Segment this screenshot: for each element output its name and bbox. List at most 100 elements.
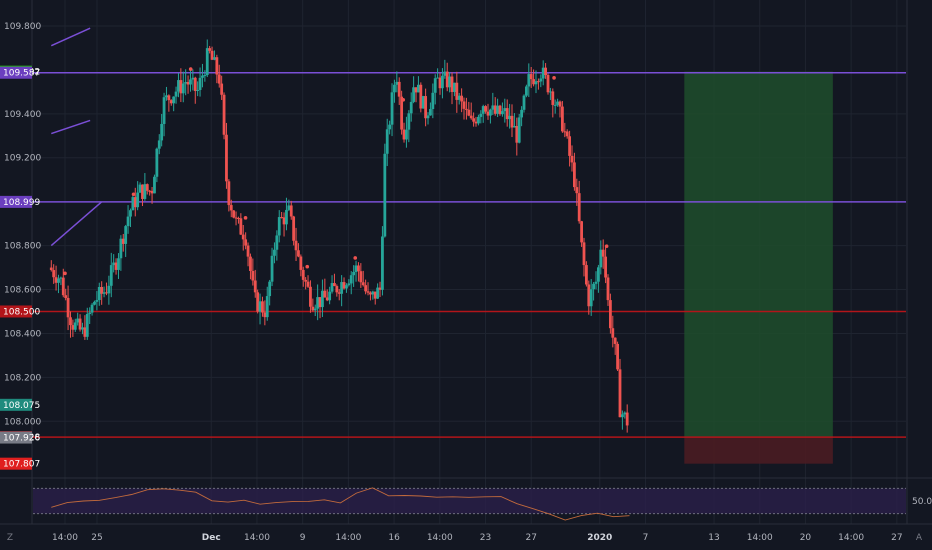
auto-scale-button[interactable]: A xyxy=(916,533,923,543)
candle-body-224 xyxy=(587,284,591,307)
candle-body-23 xyxy=(105,292,108,294)
candle-body-90 xyxy=(265,296,269,318)
candle-body-177 xyxy=(474,121,478,124)
candle-body-126 xyxy=(352,271,356,276)
candle-body-131 xyxy=(364,285,368,292)
candle-body-238 xyxy=(620,414,624,418)
candle-body-82 xyxy=(246,245,250,257)
candle-body-136 xyxy=(376,287,380,299)
candle-body-114 xyxy=(323,290,327,298)
candle-body-151 xyxy=(412,87,416,102)
candle-body-128 xyxy=(357,265,360,272)
candle-body-134 xyxy=(371,291,375,295)
candle-body-8 xyxy=(69,317,72,326)
candle-body-92 xyxy=(270,255,274,282)
candle-body-143 xyxy=(393,84,396,93)
candle-body-162 xyxy=(438,77,442,89)
trend-line-1[interactable] xyxy=(51,119,91,135)
candle-body-200 xyxy=(529,74,533,80)
candle-body-201 xyxy=(532,79,536,85)
candle-body-16 xyxy=(88,312,92,314)
candle-body-99 xyxy=(287,205,291,210)
trend-lines[interactable] xyxy=(50,27,103,247)
candle-body-188 xyxy=(501,111,504,115)
candle-body-12 xyxy=(78,318,82,330)
price-tick-label-6: 108.200 xyxy=(4,373,41,383)
candle-body-189 xyxy=(503,108,507,112)
candle-body-167 xyxy=(450,76,454,92)
candle-body-69 xyxy=(215,57,219,75)
candle-body-24 xyxy=(107,285,111,294)
price-badge-label-6: 107.926 xyxy=(3,434,40,444)
position-profit-zone[interactable] xyxy=(684,71,833,438)
candle-body-223 xyxy=(584,265,588,285)
price-badges: 109.592109.587108.999108.500108.075107.9… xyxy=(0,65,40,470)
candle-body-72 xyxy=(222,94,226,135)
candle-body-133 xyxy=(369,292,372,295)
candle-body-145 xyxy=(397,81,401,97)
candle-body-28 xyxy=(117,258,120,270)
candle-body-111 xyxy=(316,297,320,309)
candle-body-227 xyxy=(594,281,598,284)
candle-body-192 xyxy=(510,115,514,128)
candle-body-93 xyxy=(273,249,276,256)
candle-body-169 xyxy=(455,82,459,100)
candle-body-67 xyxy=(210,50,214,60)
candle-body-228 xyxy=(596,267,600,282)
candle-body-193 xyxy=(513,125,516,128)
time-axis[interactable]: 14:00 25 Dec 14:00 9 14:00 16 14:00 23 27 2020 7 13 1… xyxy=(52,533,903,543)
time-tick-label-12: 13 xyxy=(708,533,719,543)
time-zone-button[interactable]: Z xyxy=(7,533,13,543)
candle-body-22 xyxy=(102,292,106,294)
signal-dot-3 xyxy=(243,216,248,220)
candle-body-119 xyxy=(335,286,339,293)
candle-body-216 xyxy=(568,136,571,156)
candle-body-96 xyxy=(280,217,284,219)
candle-body-51 xyxy=(172,96,176,104)
candle-body-14 xyxy=(83,327,87,337)
candle-body-137 xyxy=(378,287,382,290)
position-box[interactable] xyxy=(684,71,833,464)
signal-dot-1 xyxy=(131,192,136,197)
trend-line-0[interactable] xyxy=(50,27,91,47)
time-tick-label-8: 23 xyxy=(480,533,491,543)
candle-body-15 xyxy=(85,313,89,337)
candle-body-117 xyxy=(330,283,334,292)
horizontal-lines[interactable] xyxy=(33,71,906,438)
candle-body-191 xyxy=(508,115,512,120)
candle-body-213 xyxy=(560,106,564,132)
candle-body-3 xyxy=(57,278,60,283)
candle-body-226 xyxy=(592,283,595,290)
candle-body-36 xyxy=(136,192,140,208)
candle-body-176 xyxy=(472,118,476,122)
candle-body-19 xyxy=(95,300,99,302)
candle-body-152 xyxy=(414,87,418,93)
candle-body-240 xyxy=(625,412,629,426)
candle-body-202 xyxy=(534,81,538,85)
time-tick-label-16: 27 xyxy=(891,533,902,543)
candle-body-219 xyxy=(575,187,579,194)
position-loss-zone[interactable] xyxy=(684,437,833,464)
candle-body-125 xyxy=(349,275,353,284)
candle-body-31 xyxy=(124,226,128,244)
candle-body-97 xyxy=(282,217,286,225)
candle-body-88 xyxy=(261,301,264,313)
candle-body-195 xyxy=(517,117,521,143)
trend-line-2[interactable] xyxy=(50,201,103,247)
candle-body-180 xyxy=(481,106,485,114)
candle-body-113 xyxy=(321,290,324,308)
price-axis[interactable]: 109.800 109.400 109.200 108.800 108.600 108.4… xyxy=(4,22,41,427)
candle-body-102 xyxy=(294,240,298,251)
candle-body-112 xyxy=(318,297,322,308)
candle-body-87 xyxy=(258,301,262,312)
candle-body-101 xyxy=(292,216,296,241)
candle-body-147 xyxy=(402,129,406,140)
candle-body-4 xyxy=(59,277,63,279)
signal-dot-6 xyxy=(401,98,406,102)
rsi-pane[interactable]: 50.00 xyxy=(33,487,932,521)
candle-body-44 xyxy=(155,148,159,177)
candle-body-9 xyxy=(71,325,75,330)
candle-body-165 xyxy=(445,71,449,88)
candle-body-70 xyxy=(217,74,221,84)
